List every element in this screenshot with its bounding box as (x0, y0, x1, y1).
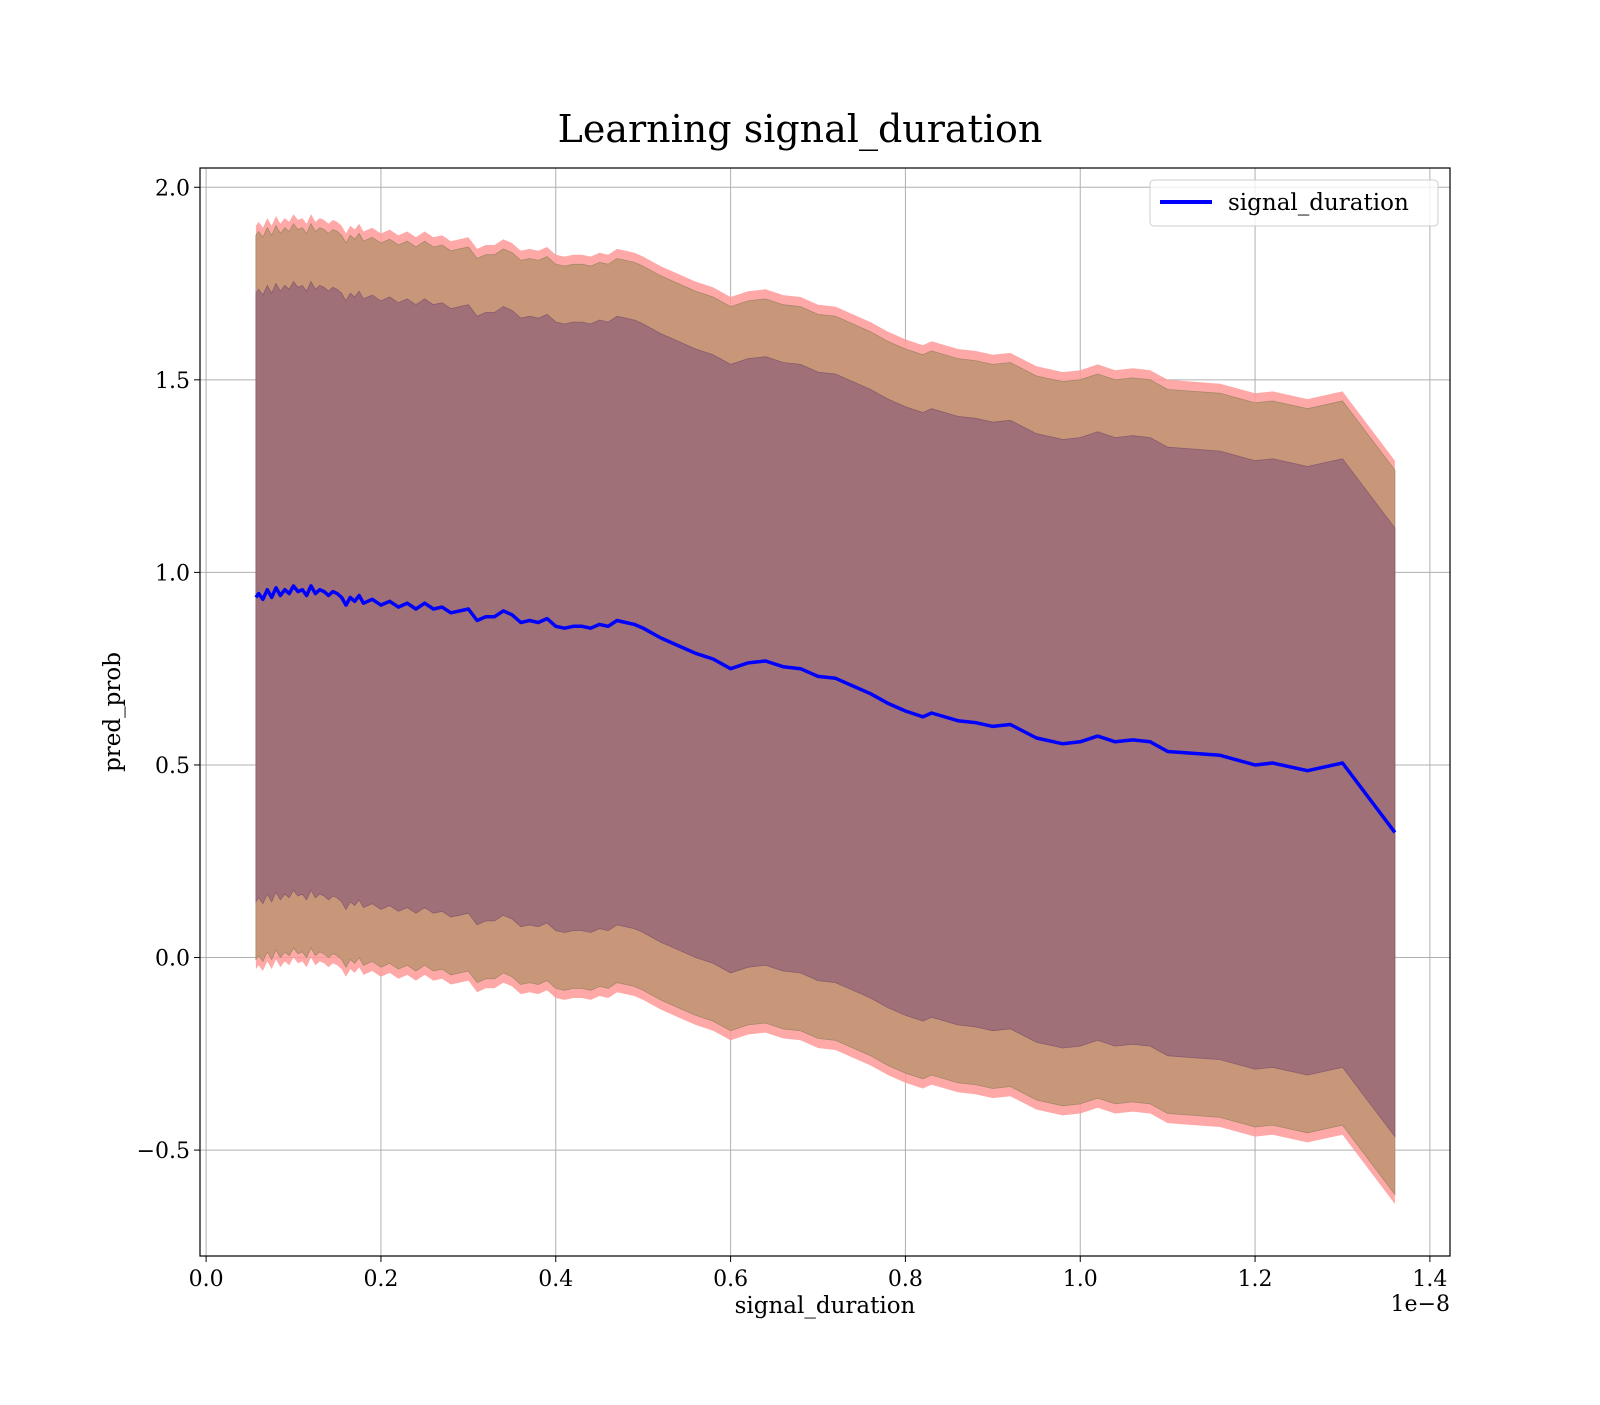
y-tick-label: 2.0 (155, 176, 190, 201)
y-tick-label: 1.5 (155, 369, 190, 394)
x-tick-label: 0.6 (713, 1267, 748, 1292)
chart-title: Learning signal_duration (558, 107, 1043, 152)
inner-band (255, 280, 1396, 1138)
x-tick-label: 0.4 (538, 1267, 573, 1292)
x-tick-label: 0.0 (189, 1267, 224, 1292)
y-tick-label: −0.5 (137, 1139, 190, 1164)
x-tick-label: 0.8 (888, 1267, 923, 1292)
x-axis-ticks: 0.0 0.2 0.4 0.6 0.8 1.0 1.2 1.4 (189, 1256, 1447, 1292)
legend-box (1149, 179, 1439, 227)
y-tick-label: 1.0 (155, 561, 190, 586)
x-tick-label: 1.0 (1063, 1267, 1098, 1292)
y-axis-ticks: −0.5 0.0 0.5 1.0 1.5 2.0 (137, 176, 200, 1164)
legend-label: signal_duration (1228, 190, 1409, 216)
plot-frame (199, 167, 1451, 1257)
series-lines (254, 584, 1397, 834)
x-axis-label: signal_duration (735, 1293, 916, 1319)
x-tick-label: 1.4 (1412, 1267, 1447, 1292)
x-tick-label: 0.2 (363, 1267, 398, 1292)
y-axis-label: pred_prob (100, 652, 126, 772)
series-line-signal-duration (254, 584, 1397, 834)
x-axis-offset-text: 1e−8 (1391, 1292, 1450, 1317)
x-tick-label: 1.2 (1238, 1267, 1273, 1292)
y-tick-label: 0.0 (155, 947, 190, 972)
confidence-bands (255, 214, 1396, 1204)
legend: signal_duration (1149, 179, 1439, 227)
y-tick-label: 0.5 (155, 754, 190, 779)
